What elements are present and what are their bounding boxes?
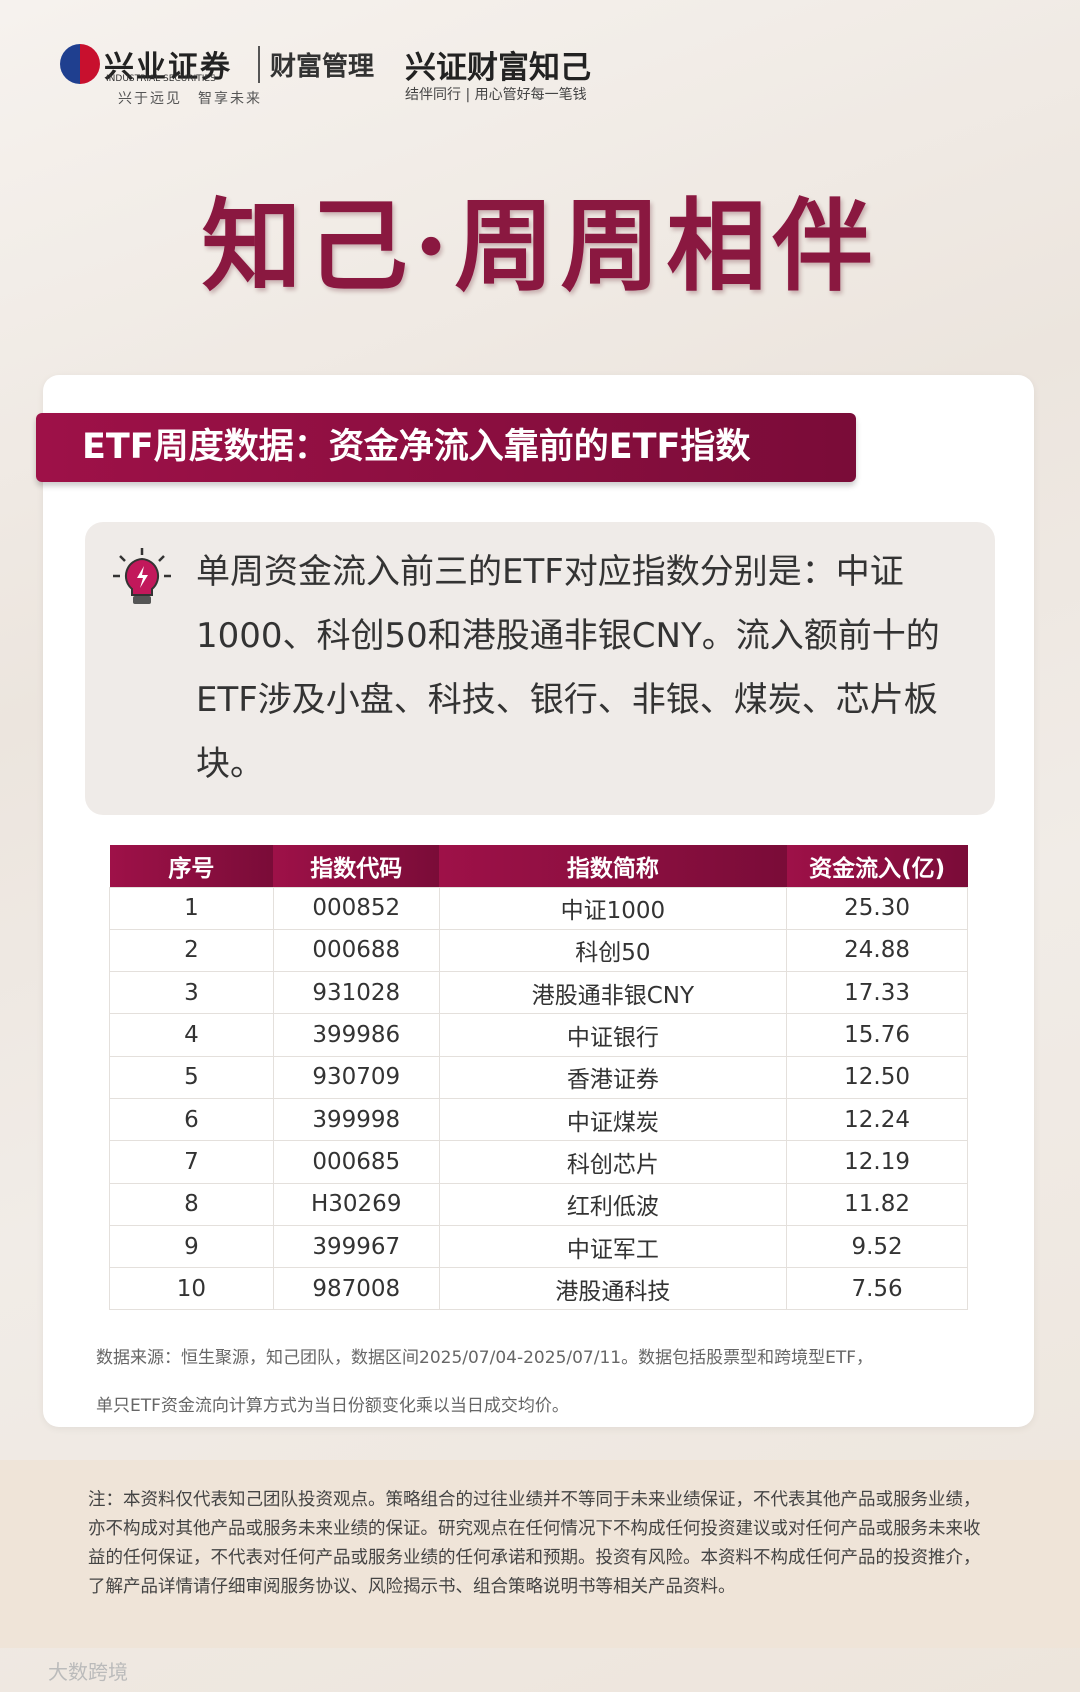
table-cell: 000852 bbox=[272, 886, 440, 930]
table-cell: 17.33 bbox=[786, 971, 968, 1015]
table-cell: 9 bbox=[109, 1224, 274, 1269]
table-cell: 2 bbox=[109, 928, 274, 973]
table-cell: 12.19 bbox=[786, 1140, 968, 1184]
table-row: 3 931028 港股通非银CNY 17.33 bbox=[109, 971, 968, 1015]
table-cell: 港股通非银CNY bbox=[438, 971, 788, 1015]
product: 兴证财富知己 bbox=[405, 50, 591, 86]
table-row: 2 000688 科创50 24.88 bbox=[109, 928, 968, 973]
brand: 兴业证券 bbox=[104, 50, 232, 85]
summary: 单周资金流入前三的ETF对应指数分别是：中证1000、科创50和港股通非银CNY… bbox=[196, 552, 940, 784]
table-row: 9 399967 中证军工 9.52 bbox=[109, 1224, 968, 1269]
product-slogan: 结伴同行 | 用心管好每一笔钱 bbox=[405, 87, 587, 103]
table-row: 10 987008 港股通科技 7.56 bbox=[109, 1267, 968, 1311]
table-cell: 中证煤炭 bbox=[438, 1097, 788, 1142]
table-cell: 12.24 bbox=[786, 1097, 968, 1142]
table-cell: 7 bbox=[109, 1140, 274, 1184]
callout bbox=[85, 522, 995, 815]
table-cell: 399998 bbox=[272, 1097, 440, 1142]
source-line: 单只ETF资金流向计算方式为当日份额变化乘以当日成交均价。 bbox=[96, 1396, 569, 1416]
table-cell: H30269 bbox=[272, 1182, 440, 1226]
table-cell: 4 bbox=[109, 1013, 274, 1057]
table-cell: 000685 bbox=[272, 1140, 440, 1184]
column-header: 指数简称 bbox=[439, 845, 787, 887]
table-cell: 7.56 bbox=[786, 1267, 968, 1311]
watermark: 大数跨境 bbox=[48, 1660, 128, 1684]
table-cell: 中证银行 bbox=[438, 1013, 788, 1057]
table-cell: 399967 bbox=[272, 1224, 440, 1269]
header-row: 序号 指数代码 指数简称 资金流入(亿) bbox=[109, 845, 968, 887]
table-cell: 9.52 bbox=[786, 1224, 968, 1269]
section-heading: ETF周度数据：资金净流入靠前的ETF指数 bbox=[36, 413, 856, 482]
disclaimer: 注：本资料仅代表知己团队投资观点。策略组合的过往业绩并不等同于未来业绩保证，不代… bbox=[88, 1490, 981, 1597]
table-cell: 5 bbox=[109, 1055, 274, 1099]
table-cell: 6 bbox=[109, 1097, 274, 1142]
table-cell: 399986 bbox=[272, 1013, 440, 1057]
table-cell: 科创芯片 bbox=[438, 1140, 788, 1184]
table-row: 4 399986 中证银行 15.76 bbox=[109, 1013, 968, 1057]
table-cell: 987008 bbox=[272, 1267, 440, 1311]
title: 知己·周周相伴 bbox=[201, 187, 879, 305]
table-cell: 3 bbox=[109, 971, 274, 1015]
source-line: 数据来源：恒生聚源，知己团队，数据区间2025/07/04-2025/07/11… bbox=[96, 1348, 874, 1368]
table-cell: 8 bbox=[109, 1182, 274, 1226]
table-row: 5 930709 香港证券 12.50 bbox=[109, 1055, 968, 1099]
table-cell: 10 bbox=[109, 1267, 274, 1311]
column-header: 指数代码 bbox=[273, 845, 440, 887]
table-cell: 港股通科技 bbox=[438, 1267, 788, 1311]
table-cell: 1 bbox=[109, 886, 274, 930]
table-cell: 25.30 bbox=[786, 886, 968, 930]
brand-en: INDUSTRIAL SECURITIES bbox=[106, 74, 216, 84]
table-cell: 15.76 bbox=[786, 1013, 968, 1057]
table-cell: 中证1000 bbox=[438, 886, 788, 930]
table-row: 7 000685 科创芯片 12.19 bbox=[109, 1140, 968, 1184]
table-row: 8 H30269 红利低波 11.82 bbox=[109, 1182, 968, 1226]
slogan: 兴于远见 智享未来 bbox=[118, 91, 262, 107]
column-header: 序号 bbox=[109, 845, 274, 887]
source-note: 数据来源：恒生聚源，知己团队，数据区间2025/07/04-2025/07/11… bbox=[96, 1334, 873, 1430]
logo bbox=[60, 44, 100, 84]
table-cell: 红利低波 bbox=[438, 1182, 788, 1226]
table-cell: 24.88 bbox=[786, 928, 968, 973]
table-cell: 中证军工 bbox=[438, 1224, 788, 1269]
table-cell: 香港证券 bbox=[438, 1055, 788, 1099]
table-row: 6 399998 中证煤炭 12.24 bbox=[109, 1097, 968, 1142]
column-header: 资金流入(亿) bbox=[786, 845, 968, 887]
bulb-icon bbox=[113, 548, 171, 604]
table-cell: 930709 bbox=[272, 1055, 440, 1099]
table-cell: 11.82 bbox=[786, 1182, 968, 1226]
etf-table: 序号 指数代码 指数简称 资金流入(亿) 1 000852 中证1000 25.30 2 000… bbox=[109, 845, 968, 1311]
division: 财富管理 bbox=[258, 46, 374, 83]
table-row: 1 000852 中证1000 25.30 bbox=[109, 886, 968, 930]
table-cell: 科创50 bbox=[438, 928, 788, 973]
disclaimer-panel bbox=[0, 1460, 1080, 1648]
table-cell: 931028 bbox=[272, 971, 440, 1015]
table-body: 1 000852 中证1000 25.30 2 000688 科创50 24.88 3 93102… bbox=[109, 886, 968, 1311]
table-cell: 000688 bbox=[272, 928, 440, 973]
table-cell: 12.50 bbox=[786, 1055, 968, 1099]
